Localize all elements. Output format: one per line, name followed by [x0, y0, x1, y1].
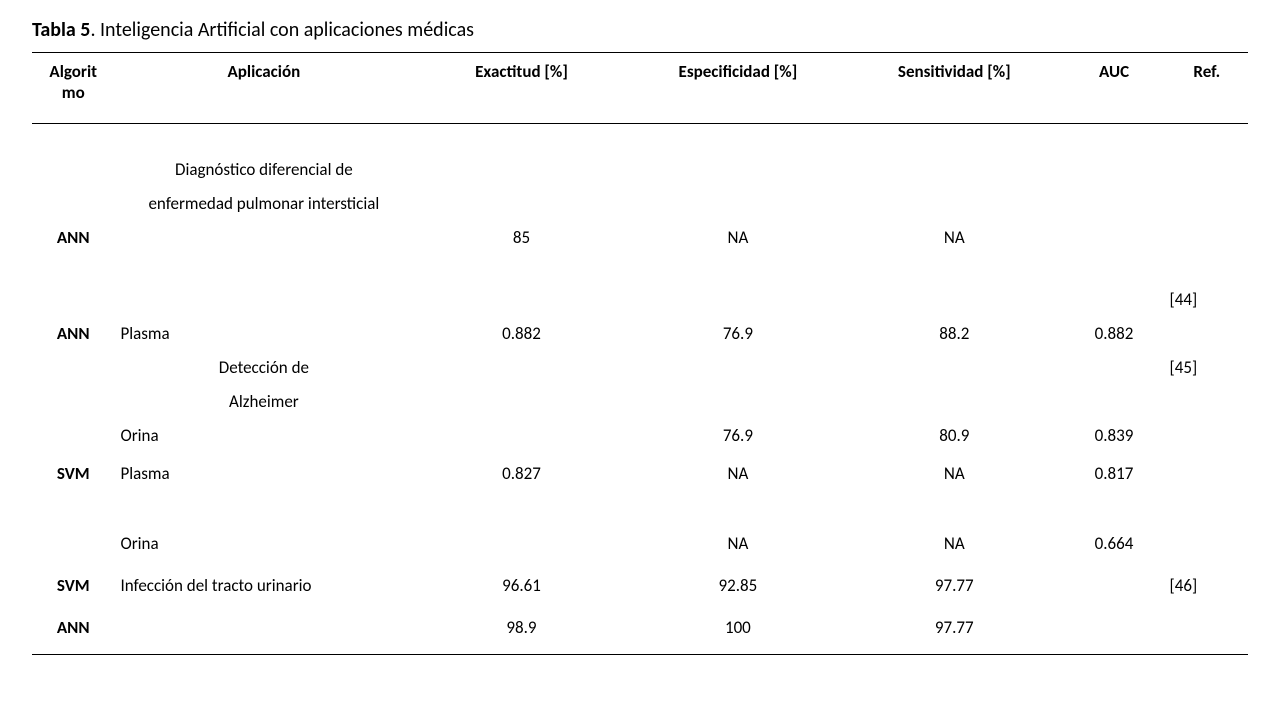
col-especificidad: Especificidad [%] — [630, 53, 846, 124]
table-row: SVM Infección del tracto urinario 96.61 … — [32, 564, 1248, 606]
cell-algo: SVM — [32, 564, 114, 606]
caption-rest: . Inteligencia Artificial con aplicacion… — [90, 18, 474, 42]
table-row: Orina NA NA 0.664 — [32, 522, 1248, 564]
cell-esp: 76.9 — [630, 316, 846, 350]
col-ref: Ref. — [1166, 53, 1248, 124]
cell-app: Orina — [114, 418, 413, 452]
cell-ex: 85 — [413, 220, 629, 254]
table-header: Algorit mo Aplicación Exactitud [%] Espe… — [32, 53, 1248, 124]
col-sensitividad: Sensitividad [%] — [846, 53, 1062, 124]
cell-app: enfermedad pulmonar intersticial — [114, 186, 413, 220]
cell-esp: NA — [630, 220, 846, 254]
table-row: SVM Plasma 0.827 NA NA 0.817 — [32, 452, 1248, 494]
table-row: Detección de [45] — [32, 350, 1248, 384]
cell-ex: 98.9 — [413, 606, 629, 655]
cell-app: Alzheimer — [114, 384, 413, 418]
cell-ex: 0.827 — [413, 452, 629, 494]
table-row: enfermedad pulmonar intersticial — [32, 186, 1248, 220]
cell-app: Orina — [114, 522, 413, 564]
table-row: Alzheimer — [32, 384, 1248, 418]
cell-app: Plasma — [114, 316, 413, 350]
col-algoritmo: Algorit mo — [32, 53, 114, 124]
table-body: Diagnóstico diferencial de enfermedad pu… — [32, 124, 1248, 655]
cell-ref: [45] — [1166, 350, 1248, 384]
cell-ref: [44] — [1166, 282, 1248, 316]
table-row: [44] — [32, 282, 1248, 316]
cell-auc: 0.882 — [1063, 316, 1166, 350]
cell-sen: NA — [846, 522, 1062, 564]
cell-ref: [46] — [1166, 564, 1248, 606]
cell-sen: NA — [846, 452, 1062, 494]
table-row: Diagnóstico diferencial de — [32, 152, 1248, 186]
table-row: ANN 98.9 100 97.77 — [32, 606, 1248, 655]
table-row: ANN Plasma 0.882 76.9 88.2 0.882 — [32, 316, 1248, 350]
cell-app: Detección de — [114, 350, 413, 384]
cell-ex: 96.61 — [413, 564, 629, 606]
cell-sen: NA — [846, 220, 1062, 254]
cell-app: Infección del tracto urinario — [114, 564, 413, 606]
cell-algo: ANN — [32, 316, 114, 350]
cell-sen: 97.77 — [846, 606, 1062, 655]
cell-sen: 88.2 — [846, 316, 1062, 350]
caption-bold: Tabla 5 — [32, 18, 90, 42]
cell-auc: 0.839 — [1063, 418, 1166, 452]
table-row: ANN 85 NA NA — [32, 220, 1248, 254]
cell-sen: 80.9 — [846, 418, 1062, 452]
cell-ex: 0.882 — [413, 316, 629, 350]
page: Tabla 5. Inteligencia Artificial con apl… — [0, 0, 1280, 655]
cell-algo: SVM — [32, 452, 114, 494]
table-caption: Tabla 5. Inteligencia Artificial con apl… — [32, 18, 1248, 42]
cell-algo: ANN — [32, 220, 114, 254]
cell-app: Diagnóstico diferencial de — [114, 152, 413, 186]
cell-sen: 97.77 — [846, 564, 1062, 606]
table-row: Orina 76.9 80.9 0.839 — [32, 418, 1248, 452]
cell-esp: NA — [630, 452, 846, 494]
cell-app: Plasma — [114, 452, 413, 494]
cell-esp: NA — [630, 522, 846, 564]
cell-esp: 92.85 — [630, 564, 846, 606]
cell-esp: 76.9 — [630, 418, 846, 452]
ai-med-table: Algorit mo Aplicación Exactitud [%] Espe… — [32, 52, 1248, 655]
col-auc: AUC — [1063, 53, 1166, 124]
col-exactitud: Exactitud [%] — [413, 53, 629, 124]
cell-auc: 0.664 — [1063, 522, 1166, 564]
cell-auc: 0.817 — [1063, 452, 1166, 494]
cell-algo: ANN — [32, 606, 114, 655]
cell-esp: 100 — [630, 606, 846, 655]
col-aplicacion: Aplicación — [114, 53, 413, 124]
